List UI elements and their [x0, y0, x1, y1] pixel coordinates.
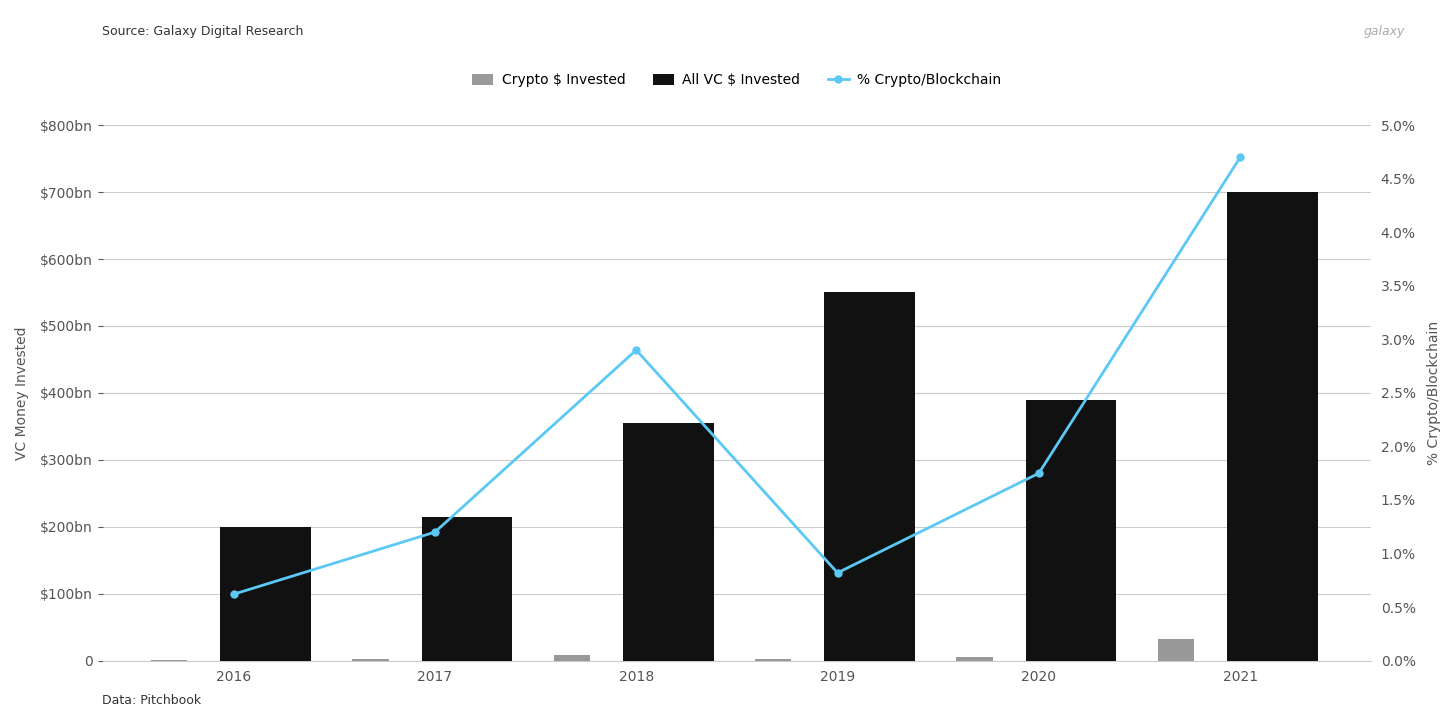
Y-axis label: VC Money Invested: VC Money Invested [15, 326, 29, 460]
Y-axis label: % Crypto/Blockchain: % Crypto/Blockchain [1427, 321, 1441, 465]
Bar [422, 517, 513, 660]
Bar [957, 658, 993, 660]
Bar [623, 423, 713, 660]
Bar [1158, 639, 1194, 660]
Bar [824, 293, 914, 660]
Bar [756, 659, 791, 660]
Text: Data: Pitchbook: Data: Pitchbook [102, 694, 201, 707]
Legend: Crypto $ Invested, All VC $ Invested, % Crypto/Blockchain: Crypto $ Invested, All VC $ Invested, % … [467, 68, 1008, 93]
Text: Source: Galaxy Digital Research: Source: Galaxy Digital Research [102, 25, 303, 38]
Bar [553, 655, 590, 660]
Bar [220, 527, 312, 660]
Bar [1227, 192, 1318, 660]
Text: galaxy: galaxy [1364, 25, 1405, 38]
Bar [352, 659, 389, 660]
Bar [1026, 399, 1117, 660]
